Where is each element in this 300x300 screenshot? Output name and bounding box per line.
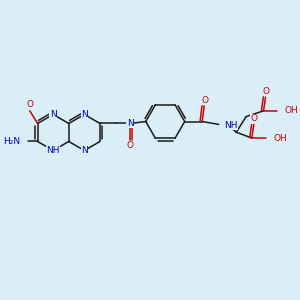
Text: O: O (202, 96, 208, 105)
Text: O: O (262, 87, 269, 96)
Text: H₂N: H₂N (3, 137, 20, 146)
Text: N: N (81, 146, 88, 155)
Text: N: N (127, 119, 134, 128)
Text: OH: OH (273, 134, 287, 142)
Text: O: O (127, 141, 134, 150)
Text: N: N (50, 110, 56, 119)
Text: N: N (81, 110, 88, 119)
Text: NH: NH (224, 121, 237, 130)
Text: OH: OH (285, 106, 299, 115)
Text: NH: NH (46, 146, 60, 155)
Text: O: O (26, 100, 33, 109)
Text: O: O (250, 114, 257, 123)
